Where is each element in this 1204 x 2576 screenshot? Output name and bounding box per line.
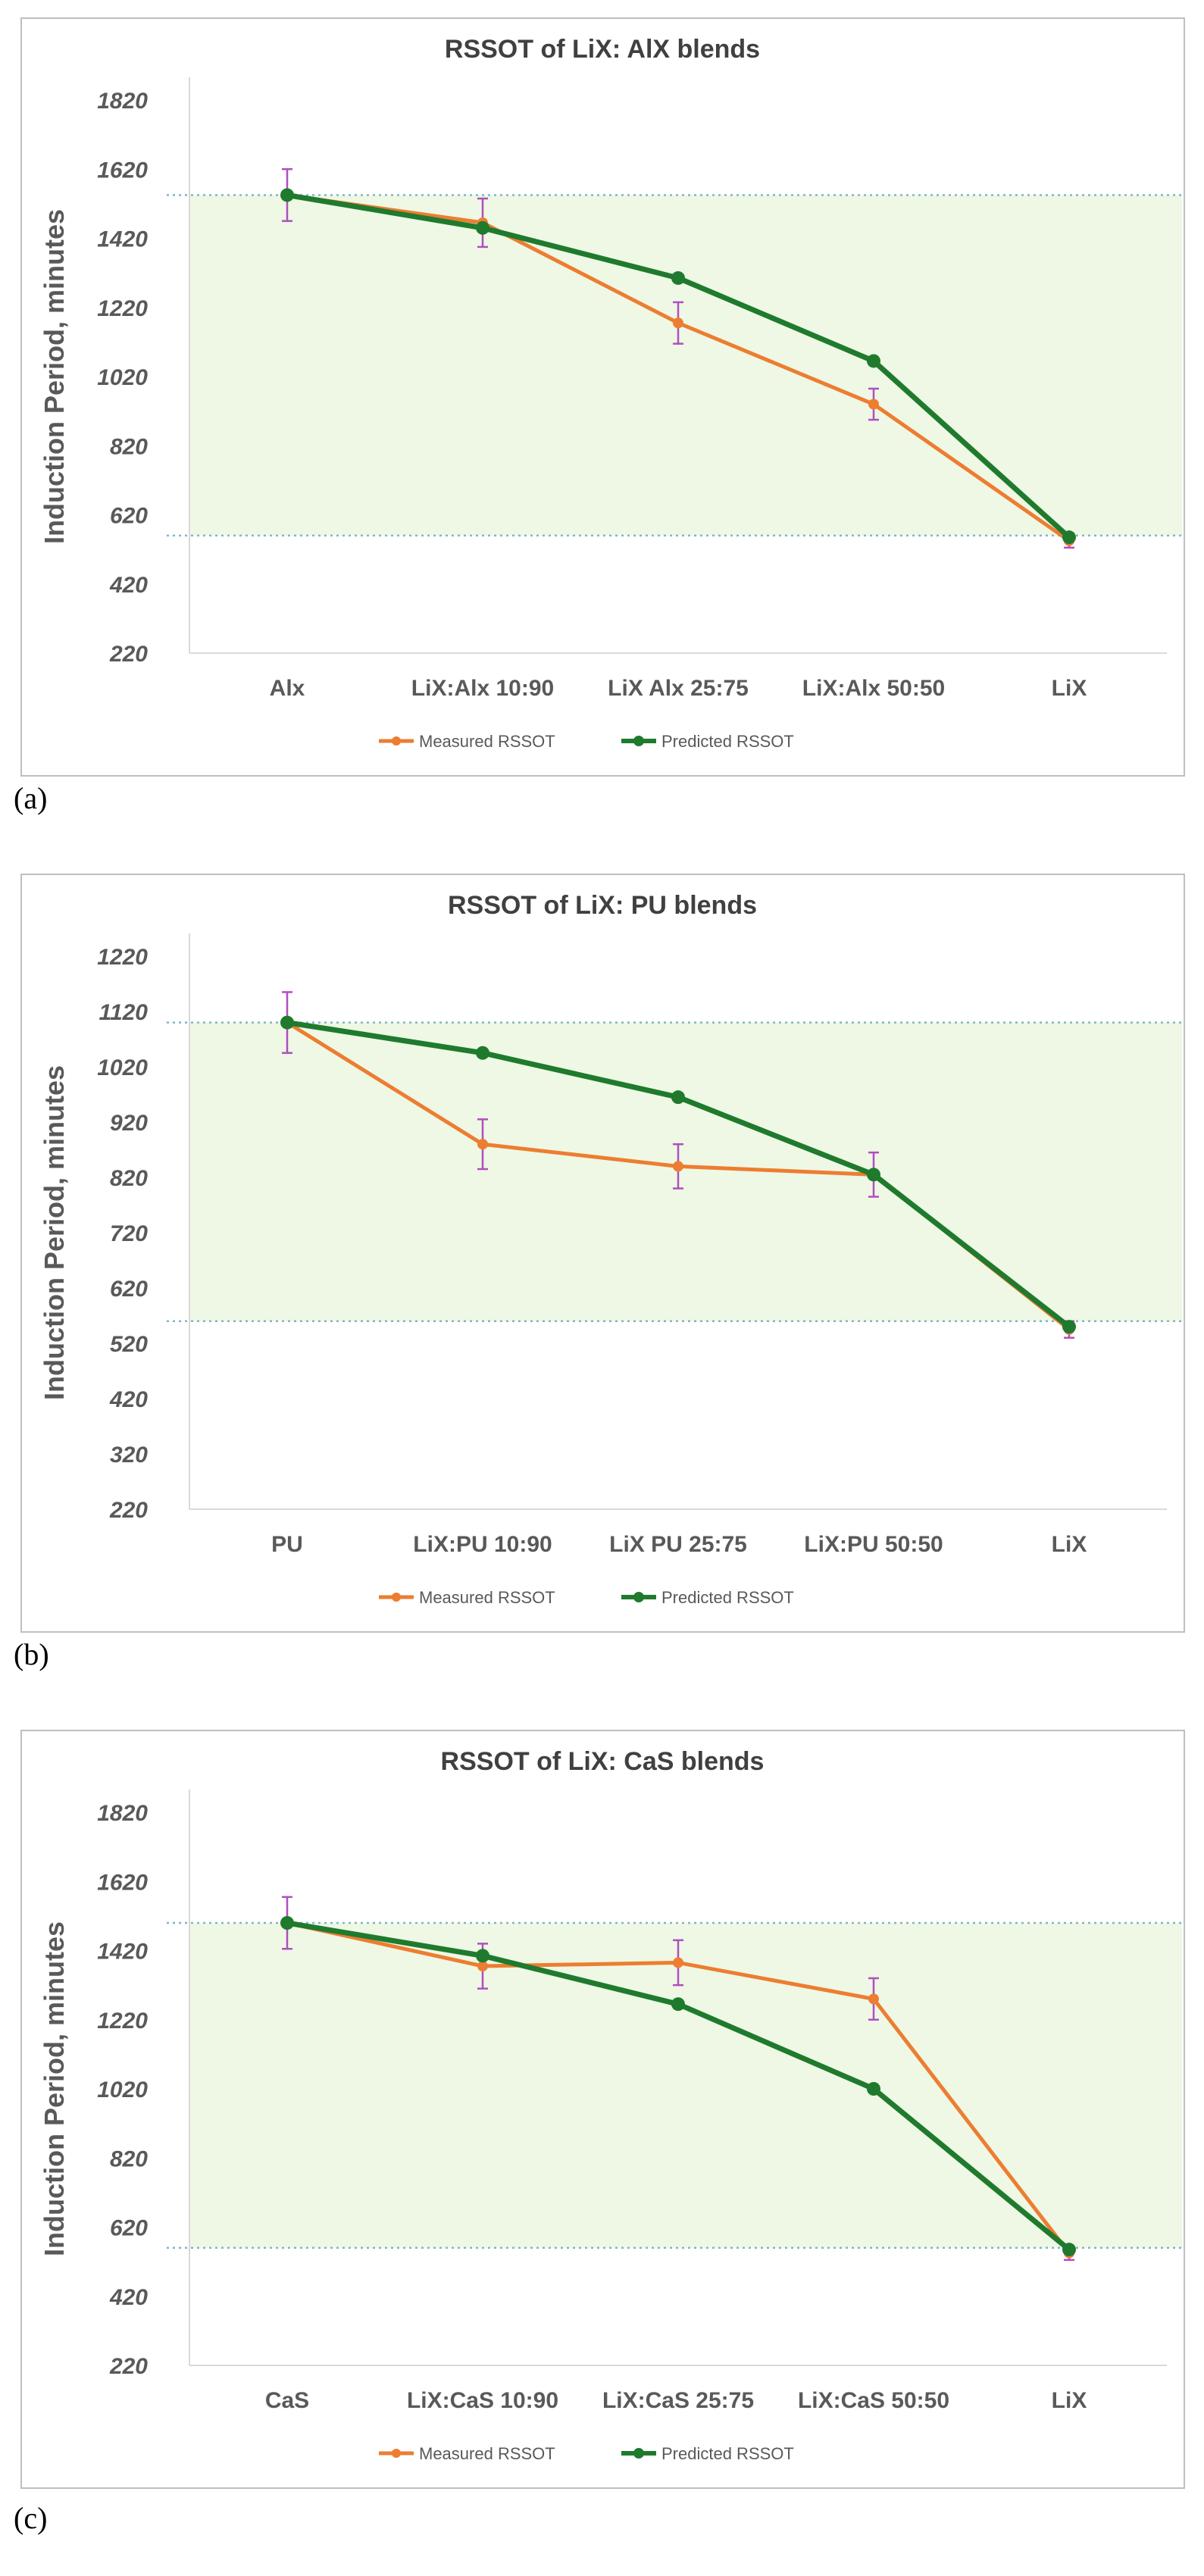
- chart-title: RSSOT of LiX: AlX blends: [445, 35, 760, 64]
- measured-point: [477, 1139, 488, 1150]
- y-axis-label: Induction Period, minutes: [39, 1921, 70, 2256]
- chart-title: RSSOT of LiX: CaS blends: [441, 1747, 765, 1776]
- measured-point: [868, 399, 879, 410]
- predicted-point: [1062, 2243, 1076, 2257]
- x-tick-label: Alx: [270, 676, 305, 701]
- reference-band: [189, 1923, 1182, 2248]
- chart-panel-b: RSSOT of LiX: PU blends Induction Period,…: [0, 864, 1204, 1720]
- x-tick-label: LiX: [1052, 676, 1087, 701]
- y-tick-label: 420: [109, 2285, 148, 2310]
- predicted-point: [671, 1090, 685, 1105]
- panel-label-c: (c): [14, 2501, 48, 2535]
- y-tick-label: 820: [110, 2146, 148, 2171]
- y-axis-label: Induction Period, minutes: [39, 1065, 70, 1400]
- legend-measured-label: Measured RSSOT: [419, 732, 555, 751]
- y-tick-label: 1020: [97, 1055, 148, 1080]
- predicted-point: [867, 1168, 880, 1182]
- measured-point: [477, 1961, 488, 1972]
- y-tick-label: 920: [110, 1111, 148, 1136]
- y-tick-label: 1620: [97, 158, 148, 183]
- y-tick-label: 1220: [97, 296, 148, 321]
- y-tick-label: 320: [110, 1443, 148, 1468]
- y-tick-label: 1820: [97, 1801, 148, 1826]
- y-tick-label: 220: [109, 642, 148, 667]
- measured-point: [673, 317, 683, 329]
- y-tick-label: 1620: [97, 1870, 148, 1895]
- legend: Measured RSSOT Predicted RSSOT: [379, 1588, 794, 1607]
- y-tick-label: 820: [110, 1166, 148, 1191]
- y-tick-label: 420: [109, 573, 148, 598]
- measured-point: [868, 1993, 879, 2005]
- legend-predicted-label: Predicted RSSOT: [661, 2444, 794, 2463]
- legend-measured-marker: [392, 1593, 401, 1602]
- legend-predicted-marker: [633, 1592, 644, 1602]
- y-tick-label: 220: [109, 1498, 148, 1523]
- y-tick-label: 1420: [97, 227, 148, 252]
- predicted-point: [867, 354, 880, 368]
- x-tick-label: LiX:CaS 50:50: [798, 2388, 949, 2413]
- legend: Measured RSSOT Predicted RSSOT: [379, 2444, 794, 2463]
- predicted-point: [476, 220, 489, 235]
- y-tick-label: 720: [110, 1221, 148, 1246]
- x-tick-label: LiX Alx 25:75: [608, 676, 749, 701]
- x-tick-label: CaS: [265, 2388, 309, 2413]
- measured-point: [673, 1957, 683, 1968]
- chart-title: RSSOT of LiX: PU blends: [448, 891, 757, 920]
- y-tick-label: 1020: [97, 365, 148, 390]
- y-tick-label: 1020: [97, 2077, 148, 2102]
- y-tick-label: 620: [110, 504, 148, 529]
- y-tick-label: 1420: [97, 1940, 148, 1965]
- panel-label-a: (a): [14, 781, 48, 815]
- legend-measured-label: Measured RSSOT: [419, 1588, 555, 1607]
- predicted-point: [280, 1916, 294, 1930]
- legend-predicted-label: Predicted RSSOT: [661, 1588, 794, 1607]
- y-tick-label: 1120: [99, 1000, 148, 1025]
- reference-band: [189, 1022, 1182, 1321]
- x-tick-label: LiX:CaS 25:75: [602, 2388, 754, 2413]
- y-axis-label: Induction Period, minutes: [39, 209, 70, 544]
- x-tick-label: LiX: [1052, 1532, 1087, 1557]
- y-tick-label: 620: [110, 2216, 148, 2241]
- chart-panel-a: RSSOT of LiX: AlX blends Induction Period…: [0, 8, 1204, 864]
- x-tick-label: LiX:Alx 50:50: [802, 676, 945, 701]
- y-tick-label: 520: [110, 1332, 148, 1357]
- x-tick-label: LiX PU 25:75: [609, 1532, 747, 1557]
- predicted-point: [1062, 1320, 1076, 1334]
- chart-svg-b: RSSOT of LiX: PU blends Induction Period,…: [20, 874, 1185, 1633]
- legend-predicted-marker: [633, 2448, 644, 2459]
- legend-measured-marker: [392, 2449, 401, 2458]
- y-tick-label: 1820: [97, 89, 148, 114]
- y-tick-label: 620: [110, 1277, 148, 1302]
- legend-measured-marker: [392, 736, 401, 746]
- predicted-point: [476, 1949, 489, 1963]
- predicted-point: [671, 270, 685, 285]
- x-tick-label: LiX: [1052, 2388, 1087, 2413]
- measured-point: [673, 1161, 683, 1172]
- y-tick-label: 1220: [97, 945, 148, 970]
- legend: Measured RSSOT Predicted RSSOT: [379, 732, 794, 751]
- chart-svg-c: RSSOT of LiX: CaS blends Induction Period…: [20, 1730, 1185, 2489]
- y-tick-label: 420: [109, 1387, 148, 1412]
- legend-predicted-marker: [633, 736, 644, 746]
- x-tick-label: LiX:PU 10:90: [413, 1532, 552, 1557]
- predicted-point: [280, 1015, 294, 1030]
- chart-panel-c: RSSOT of LiX: CaS blends Induction Period…: [0, 1720, 1204, 2576]
- chart-svg-a: RSSOT of LiX: AlX blends Induction Period…: [20, 17, 1185, 777]
- x-tick-label: PU: [271, 1532, 303, 1557]
- predicted-point: [671, 1997, 685, 2012]
- legend-measured-label: Measured RSSOT: [419, 2444, 555, 2463]
- predicted-point: [867, 2082, 880, 2096]
- legend-predicted-label: Predicted RSSOT: [661, 732, 794, 751]
- reference-band: [189, 195, 1182, 536]
- predicted-point: [280, 188, 294, 202]
- y-tick-label: 220: [109, 2354, 148, 2379]
- y-tick-label: 1220: [97, 2009, 148, 2034]
- x-tick-label: LiX:PU 50:50: [804, 1532, 943, 1557]
- panel-label-b: (b): [14, 1637, 49, 1671]
- predicted-point: [476, 1046, 489, 1060]
- predicted-point: [1062, 530, 1076, 545]
- x-tick-label: LiX:Alx 10:90: [411, 676, 554, 701]
- y-tick-label: 820: [110, 434, 148, 459]
- x-tick-label: LiX:CaS 10:90: [407, 2388, 558, 2413]
